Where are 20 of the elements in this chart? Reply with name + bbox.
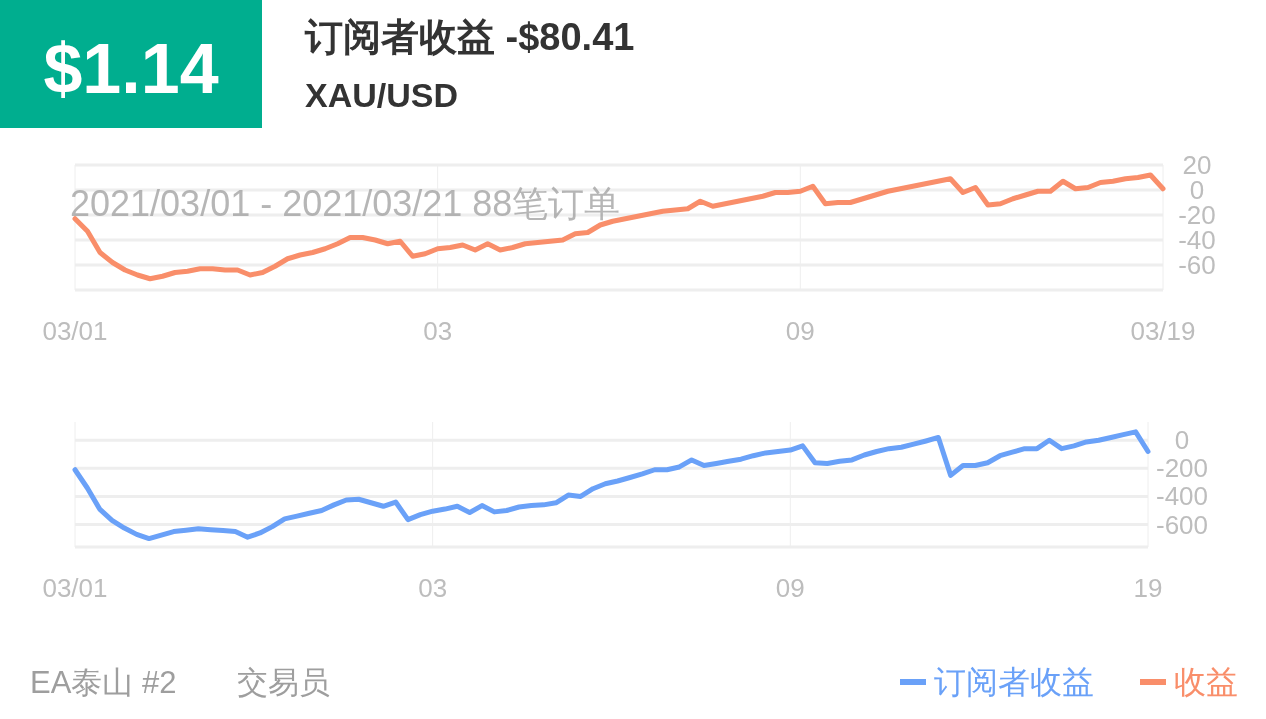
chart-title: 订阅者收益 -$80.41 xyxy=(304,16,635,58)
text: 交易员 xyxy=(237,665,330,700)
x-tick-label: 03/19 xyxy=(1130,316,1196,346)
legend-label: 订阅者收益 xyxy=(934,664,1094,700)
x-tick-label: 03/01 xyxy=(42,573,108,603)
y-tick-label: -400 xyxy=(1155,481,1209,512)
x-tick-label: 09 xyxy=(775,573,805,603)
y-tick-label: 0 xyxy=(1174,425,1190,456)
x-tick-label: 19 xyxy=(1133,573,1163,603)
x-tick-label: 09 xyxy=(785,316,815,346)
x-tick-label: 03 xyxy=(423,316,453,346)
x-tick-label: 03/01 xyxy=(42,316,108,346)
legend-label: 收益 xyxy=(1174,664,1238,700)
text: $1.14 xyxy=(43,30,219,108)
annotation: 2021/03/01 - 2021/03/21 88笔订单 xyxy=(70,183,621,224)
y-tick-label: -600 xyxy=(1155,509,1209,540)
x-tick-label: 03 xyxy=(418,573,448,603)
y-tick-label: -200 xyxy=(1155,453,1209,484)
text: EA泰山 #2 xyxy=(30,665,177,700)
chart-subtitle: XAU/USD xyxy=(305,76,459,114)
